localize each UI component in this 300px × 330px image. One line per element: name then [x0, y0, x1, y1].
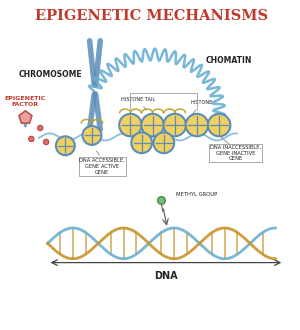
- Circle shape: [131, 132, 152, 153]
- Polygon shape: [19, 111, 32, 123]
- Circle shape: [38, 125, 43, 131]
- Text: CHOMATIN: CHOMATIN: [206, 55, 252, 64]
- Text: EPIGENETIC
FACTOR: EPIGENETIC FACTOR: [5, 96, 46, 107]
- Circle shape: [44, 139, 49, 145]
- Text: METHYL GROUP: METHYL GROUP: [176, 192, 217, 197]
- Circle shape: [141, 114, 164, 136]
- Circle shape: [154, 132, 174, 153]
- Text: DNA ACCESSIBLE,
GENE ACTIVE
GENE: DNA ACCESSIBLE, GENE ACTIVE GENE: [80, 158, 125, 175]
- Circle shape: [29, 136, 34, 142]
- Circle shape: [158, 197, 165, 204]
- Text: CHROMOSOME: CHROMOSOME: [19, 70, 82, 79]
- Text: HISTONE TAIL: HISTONE TAIL: [121, 97, 155, 110]
- Text: DNA INACCESSIBLE,
GENE INACTIVE
GENE: DNA INACCESSIBLE, GENE INACTIVE GENE: [210, 145, 261, 161]
- Circle shape: [186, 114, 208, 136]
- Text: HISTONE: HISTONE: [191, 100, 213, 116]
- Circle shape: [56, 136, 75, 155]
- Circle shape: [119, 114, 142, 136]
- Circle shape: [164, 114, 186, 136]
- Text: DNA: DNA: [154, 271, 178, 281]
- Text: EPIGENETIC MECHANISMS: EPIGENETIC MECHANISMS: [34, 9, 268, 23]
- Circle shape: [208, 114, 230, 136]
- Circle shape: [82, 126, 101, 145]
